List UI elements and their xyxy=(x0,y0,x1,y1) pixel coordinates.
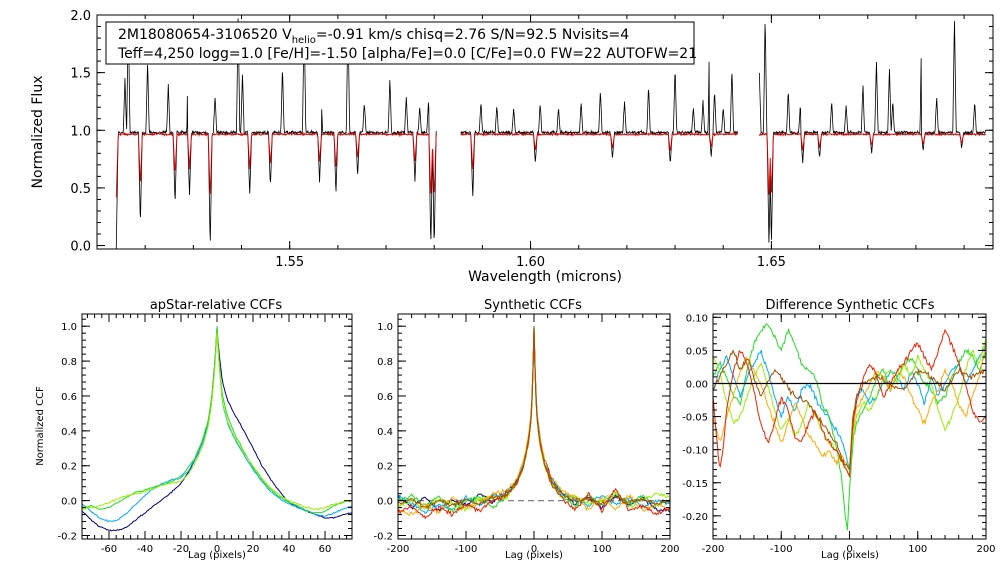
x-tick-label: -40 xyxy=(137,544,153,555)
y-tick-label: 1.0 xyxy=(70,124,91,139)
y-tick-label: -0.20 xyxy=(682,512,708,523)
ccf-series-visit-7 xyxy=(398,326,670,510)
apstar-ccf-x-axis-title: Lag (pixels) xyxy=(188,550,246,561)
apstar-ccf-title: apStar-relative CCFs xyxy=(150,298,283,313)
x-tick-label: 200 xyxy=(976,544,995,555)
ccf-series-visit-3 xyxy=(713,323,986,531)
x-tick-label: 60 xyxy=(319,544,332,555)
annotation-line1-subscript: helio xyxy=(292,35,316,46)
model-spectrum-chip-2 xyxy=(460,131,739,170)
y-tick-label: 1.0 xyxy=(377,322,393,333)
apstar-ccf-plot-area xyxy=(82,326,352,532)
y-tick-label: -0.10 xyxy=(682,446,708,457)
y-tick-label: 0.0 xyxy=(377,497,393,508)
annotation-box xyxy=(105,21,695,65)
y-tick-label: 0.4 xyxy=(377,427,393,438)
ccf1-plot-series xyxy=(82,326,352,532)
difference-ccf-axes: -200 -100 0 100 200 -0.20 -0.15 -0.10 -0.05 0.00 0… xyxy=(682,313,995,555)
ccf-series-visit-6 xyxy=(713,328,986,478)
ccf-series-visit-7 xyxy=(713,349,986,471)
x-tick-label: 0 xyxy=(531,544,537,555)
y-tick-label: 0.0 xyxy=(61,497,77,508)
ccf-series-visit-3 xyxy=(82,326,352,514)
y-tick-label: 0.6 xyxy=(377,392,393,403)
synthetic-ccf-plot-area xyxy=(398,326,670,520)
y-tick-label: 0.05 xyxy=(686,346,708,357)
spectrum-frame xyxy=(96,14,994,250)
y-tick-label: 2.0 xyxy=(70,9,91,24)
x-tick-label: -100 xyxy=(770,544,793,555)
y-tick-label: 0.4 xyxy=(61,427,77,438)
ccf2-plot-series xyxy=(398,326,670,520)
x-tick-label: -20 xyxy=(173,544,189,555)
difference-ccf-x-axis-title: Lag (pixels) xyxy=(821,550,879,561)
x-tick-label: 100 xyxy=(908,544,927,555)
x-tick-label: 20 xyxy=(247,544,260,555)
y-tick-label: 1.5 xyxy=(70,67,91,82)
apstar-ccf-y-axis-title: Normalized CCF xyxy=(35,386,46,466)
x-tick-label: -200 xyxy=(387,544,410,555)
spectrum-axes: 1.55 1.60 1.65 0.0 0.5 1.0 1.5 2.0 xyxy=(70,9,993,270)
x-tick-label: 1.65 xyxy=(757,255,786,270)
y-tick-label: 0.6 xyxy=(61,392,77,403)
observed-spectrum-chip-2 xyxy=(460,61,739,197)
synthetic-ccf-title: Synthetic CCFs xyxy=(484,298,582,313)
y-tick-label: 1.0 xyxy=(61,322,77,333)
annotation-line1-prefix: 2M18080654-3106520 V xyxy=(118,27,292,43)
x-tick-label: -200 xyxy=(702,544,725,555)
model-spectrum-chip-3 xyxy=(758,131,986,195)
spectrum-x-axis-title: Wavelength (microns) xyxy=(468,269,622,285)
y-tick-label: -0.15 xyxy=(682,479,708,490)
model-spectrum-chip-1 xyxy=(115,131,438,198)
x-tick-label: 0 xyxy=(846,544,852,555)
difference-ccf-plot-area xyxy=(713,323,986,531)
spectrum-y-axis-title: Normalized Flux xyxy=(30,76,46,189)
spectrum-series xyxy=(115,18,986,249)
x-tick-label: 200 xyxy=(660,544,679,555)
synthetic-ccf-x-axis-title: Lag (pixels) xyxy=(505,550,563,561)
spectrum-plot-area xyxy=(115,18,986,249)
synthetic-ccf-panel: Synthetic CCFs -200 -100 0 100 200 -0.2 0.0 0.2… xyxy=(373,298,679,561)
x-tick-label: -100 xyxy=(455,544,478,555)
y-tick-label: 0.8 xyxy=(61,357,77,368)
y-tick-label: 0.0 xyxy=(70,240,91,255)
y-tick-label: -0.2 xyxy=(57,532,77,543)
x-tick-label: 100 xyxy=(592,544,611,555)
spectrum-annotation: 2M18080654-3106520 Vhelio=-0.91 km/s chi… xyxy=(105,21,697,65)
apstar-ccf-panel: apStar-relative CCFs -60 -40 -20 0 20 40 60 -0.… xyxy=(35,298,353,561)
y-tick-label: 0.2 xyxy=(61,462,77,473)
y-tick-label: -0.2 xyxy=(373,532,393,543)
y-tick-label: -0.05 xyxy=(682,413,708,424)
y-tick-label: 0.2 xyxy=(377,462,393,473)
x-tick-label: 1.60 xyxy=(516,255,545,270)
y-tick-label: 0.5 xyxy=(70,182,91,197)
synthetic-ccf-axes: -200 -100 0 100 200 -0.2 0.0 0.2 0.4 0.6 0.8 1.0 xyxy=(373,314,680,555)
y-tick-label: 0.00 xyxy=(686,379,708,390)
y-tick-label: 0.10 xyxy=(686,313,708,324)
apstar-ccf-axes: -60 -40 -20 0 20 40 60 -0.2 0.0 0.2 0.4 0.6 0.8 1.0 xyxy=(57,314,352,555)
annotation-line1: 2M18080654-3106520 Vhelio=-0.91 km/s chi… xyxy=(118,27,629,46)
x-tick-label: -60 xyxy=(101,544,117,555)
y-tick-label: 0.8 xyxy=(377,357,393,368)
x-tick-label: 1.55 xyxy=(275,255,304,270)
difference-ccf-title: Difference Synthetic CCFs xyxy=(765,298,934,313)
spectrum-panel: 1.55 1.60 1.65 0.0 0.5 1.0 1.5 2.0 Wavelength (… xyxy=(30,9,994,285)
x-tick-label: 40 xyxy=(283,544,296,555)
x-tick-label: 0 xyxy=(214,544,220,555)
ccf3-plot-series xyxy=(713,323,986,531)
annotation-line2: Teff=4,250 logg=1.0 [Fe/H]=-1.50 [alpha/… xyxy=(117,46,697,62)
annotation-line1-suffix: =-0.91 km/s chisq=2.76 S/N=92.5 Nvisits=… xyxy=(316,27,629,43)
ccf-series-visit-4 xyxy=(82,331,352,510)
difference-ccf-panel: Difference Synthetic CCFs -200 -100 0 100 20… xyxy=(682,298,995,561)
